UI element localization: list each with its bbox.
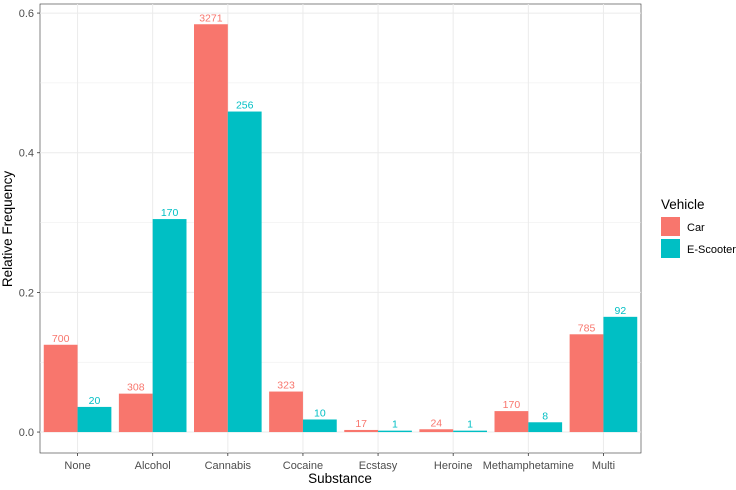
bar-e-scooter [378, 430, 412, 433]
bar-e-scooter [227, 111, 262, 433]
bar-car [344, 429, 379, 433]
bar-value-label-car: 3271 [199, 12, 223, 24]
x-tick-label: Multi [592, 460, 615, 472]
x-axis-title: Substance [308, 471, 372, 485]
bar-value-label-e-scooter: 92 [614, 305, 626, 317]
y-axis: 0.0 0.2 0.4 0.6 [19, 8, 40, 439]
x-tick-label: Ecstasy [359, 460, 398, 472]
bars [43, 24, 638, 433]
y-tick-label: 0.4 [19, 148, 34, 160]
bar-value-label-e-scooter: 170 [161, 207, 179, 219]
x-tick-label: Cannabis [205, 460, 252, 472]
bar-value-label-e-scooter: 8 [542, 410, 548, 422]
bar-e-scooter [77, 406, 112, 433]
legend-label-e-scooter: E-Scooter [687, 244, 736, 256]
bar-car [494, 411, 529, 433]
bar-car [194, 24, 228, 433]
legend-label-car: Car [687, 222, 705, 234]
bar-car [43, 344, 78, 433]
bar-car [419, 429, 454, 433]
bar-value-label-car: 24 [430, 417, 442, 429]
x-tick-label: Heroine [434, 460, 473, 472]
bar-e-scooter [603, 316, 638, 433]
legend-title: Vehicle [661, 197, 705, 212]
bar-e-scooter [528, 422, 563, 433]
y-axis-title: Relative Frequency [0, 171, 15, 288]
x-tick-label: Methamphetamine [483, 460, 574, 472]
y-tick-label: 0.2 [19, 287, 34, 299]
bar-car [269, 391, 303, 433]
bar-value-label-car: 700 [52, 333, 70, 345]
bar-value-label-e-scooter: 1 [467, 419, 473, 431]
bar-value-label-car: 170 [503, 399, 521, 411]
bar-car [118, 393, 153, 433]
x-tick-label: None [64, 460, 90, 472]
bar-e-scooter [152, 219, 187, 433]
legend-swatch-car [661, 217, 680, 236]
y-tick-label: 0.0 [19, 427, 34, 439]
bar-e-scooter [302, 419, 337, 433]
minor-gridlines [40, 82, 641, 363]
legend-swatch-e-scooter [661, 239, 680, 258]
bar-value-label-e-scooter: 10 [314, 407, 326, 419]
bar-value-label-car: 785 [578, 322, 596, 334]
bar-labels: 700 308 3271 323 17 24 170 785 20 170 256 10 1 1 8 92 [52, 12, 626, 430]
bar-value-label-e-scooter: 20 [89, 395, 101, 407]
bar-value-label-e-scooter: 256 [236, 100, 254, 112]
bar-value-label-car: 323 [277, 380, 295, 392]
x-tick-label: Alcohol [135, 460, 171, 472]
bar-value-label-car: 308 [127, 382, 145, 394]
bar-car [569, 334, 604, 433]
x-axis: None Alcohol Cannabis Cocaine Ecstasy Heroine… [64, 453, 615, 472]
panel-border [39, 3, 642, 454]
x-tick-label: Cocaine [283, 460, 323, 472]
bar-e-scooter [453, 430, 487, 433]
bar-value-label-car: 17 [355, 418, 367, 430]
bar-value-label-e-scooter: 1 [392, 419, 398, 431]
y-tick-label: 0.6 [19, 8, 34, 20]
legend: Vehicle Car E-Scooter [661, 197, 736, 258]
